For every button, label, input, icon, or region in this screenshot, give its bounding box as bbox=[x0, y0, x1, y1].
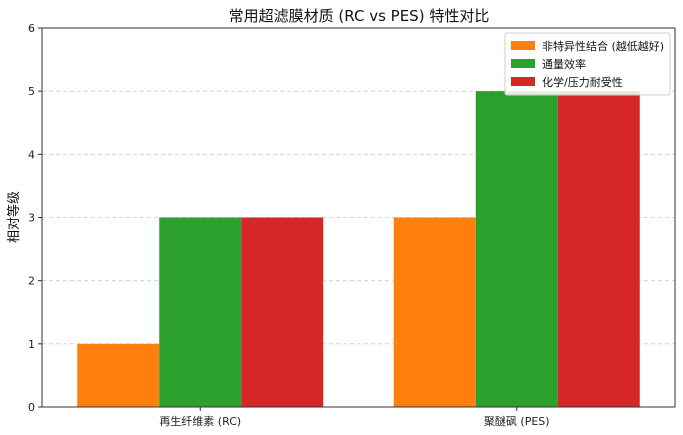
x-tick-label: 聚醚砜 (PES) bbox=[484, 414, 550, 428]
y-tick-label: 6 bbox=[28, 22, 35, 35]
legend-swatch bbox=[511, 59, 535, 68]
bar-3-2 bbox=[557, 91, 640, 408]
legend-label: 化学/压力耐受性 bbox=[542, 75, 623, 89]
legend-swatch bbox=[511, 41, 535, 50]
legend-label: 非特异性结合 (越低越好) bbox=[542, 39, 664, 53]
y-tick-label: 5 bbox=[28, 85, 35, 98]
y-tick-label: 0 bbox=[28, 401, 35, 414]
x-ticks: 再生纤维素 (RC) 聚醚砜 (PES) bbox=[159, 407, 550, 428]
bar-2-2 bbox=[475, 91, 558, 408]
chart-title: 常用超滤膜材质 (RC vs PES) 特性对比 bbox=[229, 7, 490, 25]
y-tick-label: 3 bbox=[28, 212, 35, 225]
legend-label: 通量效率 bbox=[542, 57, 586, 71]
x-tick-label: 再生纤维素 (RC) bbox=[159, 414, 241, 428]
y-tick-label: 4 bbox=[28, 148, 35, 161]
legend-box bbox=[504, 32, 671, 96]
bar-1-1 bbox=[77, 343, 160, 407]
bar-3-1 bbox=[241, 217, 324, 407]
y-tick-label: 2 bbox=[28, 275, 35, 288]
legend-swatch bbox=[511, 77, 535, 86]
y-ticks: 0 1 2 3 4 5 6 bbox=[28, 22, 42, 414]
y-tick-label: 1 bbox=[28, 338, 35, 351]
y-axis-title: 相对等级 bbox=[6, 191, 22, 243]
bar-2-1 bbox=[159, 217, 242, 407]
bar-1-2 bbox=[393, 217, 476, 407]
bars bbox=[77, 91, 640, 408]
